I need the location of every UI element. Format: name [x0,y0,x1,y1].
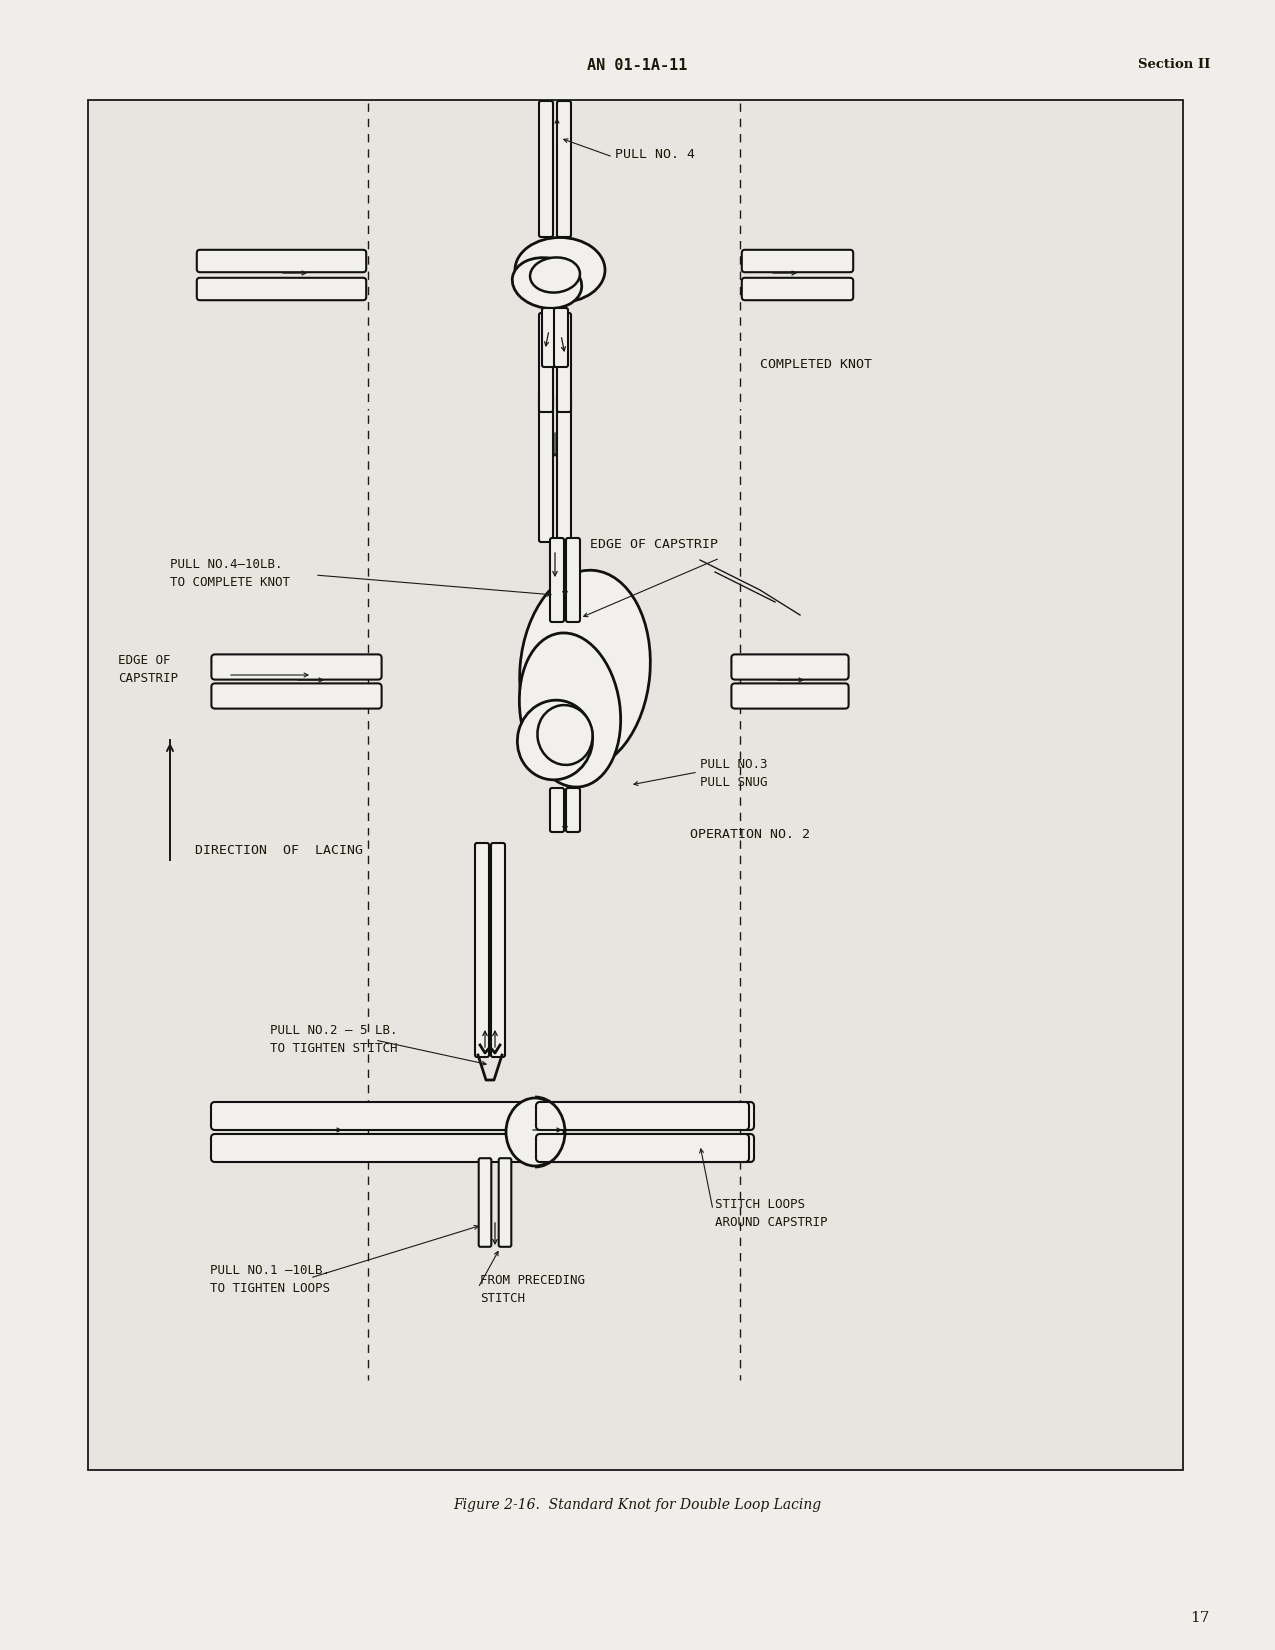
Ellipse shape [518,700,593,780]
Text: Figure 2-16.  Standard Knot for Double Loop Lacing: Figure 2-16. Standard Knot for Double Lo… [453,1498,821,1511]
Text: STITCH LOOPS: STITCH LOOPS [715,1198,805,1211]
Text: FROM PRECEDING: FROM PRECEDING [479,1274,585,1287]
FancyBboxPatch shape [557,101,571,238]
FancyBboxPatch shape [210,1102,754,1130]
FancyBboxPatch shape [539,393,553,541]
Ellipse shape [520,571,650,771]
FancyBboxPatch shape [212,683,381,708]
Text: COMPLETED KNOT: COMPLETED KNOT [760,358,872,371]
Text: TO TIGHTEN STITCH: TO TIGHTEN STITCH [270,1041,398,1054]
FancyBboxPatch shape [539,314,553,412]
Text: PULL NO.3: PULL NO.3 [700,759,768,772]
FancyBboxPatch shape [491,843,505,1058]
Ellipse shape [530,257,580,292]
FancyBboxPatch shape [210,1134,754,1162]
Text: TO TIGHTEN LOOPS: TO TIGHTEN LOOPS [210,1282,330,1295]
Text: AROUND CAPSTRIP: AROUND CAPSTRIP [715,1216,827,1229]
FancyBboxPatch shape [499,1158,511,1247]
FancyBboxPatch shape [212,655,381,680]
FancyBboxPatch shape [555,309,567,366]
FancyBboxPatch shape [557,393,571,541]
Ellipse shape [538,705,593,766]
FancyBboxPatch shape [539,101,553,238]
Ellipse shape [519,634,621,787]
FancyBboxPatch shape [196,249,366,272]
Text: DIRECTION  OF  LACING: DIRECTION OF LACING [195,843,363,856]
Ellipse shape [506,1097,564,1167]
Text: PULL NO.1 –10LB.: PULL NO.1 –10LB. [210,1264,330,1277]
Bar [88,101,1183,1470]
FancyBboxPatch shape [557,314,571,412]
FancyBboxPatch shape [732,655,849,680]
FancyBboxPatch shape [536,1102,748,1130]
Text: STITCH: STITCH [479,1292,525,1305]
Ellipse shape [515,238,606,302]
Text: PULL SNUG: PULL SNUG [700,777,768,789]
FancyBboxPatch shape [742,277,853,300]
FancyBboxPatch shape [536,1134,748,1162]
Text: EDGE OF: EDGE OF [119,653,171,667]
FancyBboxPatch shape [566,538,580,622]
FancyBboxPatch shape [476,843,490,1058]
FancyBboxPatch shape [478,1158,491,1247]
Text: CAPSTRIP: CAPSTRIP [119,672,179,685]
FancyBboxPatch shape [196,277,366,300]
Text: PULL NO. 4: PULL NO. 4 [615,148,695,162]
Text: AN 01-1A-11: AN 01-1A-11 [586,58,687,73]
Ellipse shape [513,257,581,309]
FancyBboxPatch shape [550,538,564,622]
FancyBboxPatch shape [732,683,849,708]
FancyBboxPatch shape [742,249,853,272]
Text: EDGE OF CAPSTRIP: EDGE OF CAPSTRIP [590,538,718,551]
Text: OPERATION NO. 2: OPERATION NO. 2 [690,828,810,842]
Text: PULL NO.2 – 5 LB.: PULL NO.2 – 5 LB. [270,1023,398,1036]
FancyBboxPatch shape [542,309,556,366]
Text: 17: 17 [1191,1610,1210,1625]
Text: Section II: Section II [1137,58,1210,71]
FancyBboxPatch shape [566,789,580,832]
Text: PULL NO.4–10LB.: PULL NO.4–10LB. [170,558,283,571]
Text: TO COMPLETE KNOT: TO COMPLETE KNOT [170,576,289,589]
FancyBboxPatch shape [550,789,564,832]
